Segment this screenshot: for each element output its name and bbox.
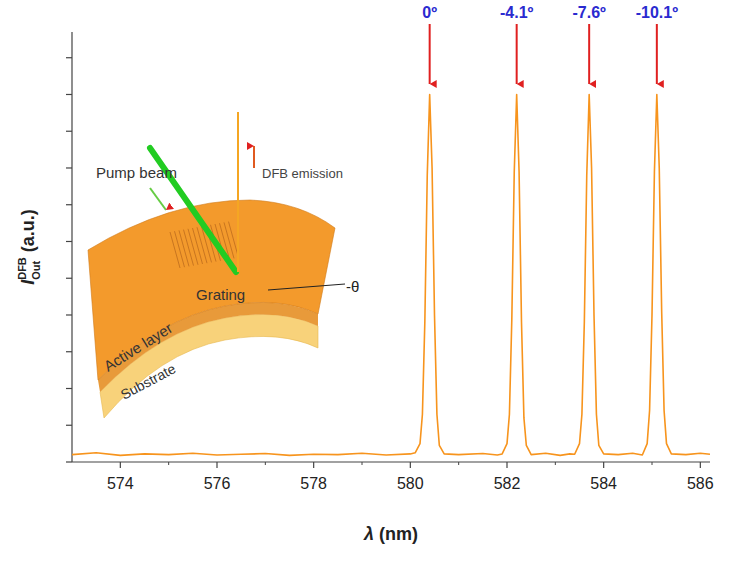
y-tick	[66, 57, 72, 58]
y-axis	[71, 32, 72, 462]
x-tick	[216, 462, 217, 468]
grating-line	[170, 232, 180, 268]
y-tick	[66, 388, 72, 389]
emission-arrow	[253, 146, 255, 168]
angle-label: -4.1º	[500, 4, 534, 21]
inset: Pump beamDFB emissionGratingActive layer…	[88, 112, 359, 418]
y-tick	[66, 278, 72, 279]
y-axis-title: IDFBOut (a.u.)	[16, 209, 42, 285]
y-tick	[66, 131, 72, 132]
grating-line	[179, 230, 189, 266]
y-tick	[66, 351, 72, 352]
y-tick	[66, 461, 72, 462]
grating-line	[175, 231, 185, 267]
x-axis-title: λ (nm)	[363, 524, 418, 544]
x-axis-title-symbol: λ	[363, 524, 374, 544]
angle-label: 0º	[422, 4, 437, 21]
y-tick	[66, 94, 72, 95]
pump-arrow	[150, 188, 166, 210]
x-tick-label: 574	[107, 475, 134, 492]
x-minor-tick	[652, 462, 653, 465]
x-tick	[313, 462, 314, 468]
chart: Pump beamDFB emissionGratingActive layer…	[0, 0, 732, 562]
x-tick-label: 576	[204, 475, 231, 492]
grating-line	[193, 228, 203, 264]
x-tick	[506, 462, 507, 468]
x-minor-tick	[265, 462, 266, 465]
y-tick	[66, 425, 72, 426]
angle-label: -7.6º	[572, 4, 606, 21]
angle-line	[268, 284, 345, 290]
x-tick	[700, 462, 701, 468]
inset-label: DFB emission	[262, 166, 343, 181]
axes: 574 576 578 580 582 584 586 λ (nm) IDFBOut (a.u.…	[16, 32, 714, 544]
x-axis	[72, 461, 710, 462]
x-tick	[410, 462, 411, 468]
x-tick	[120, 462, 121, 468]
y-tick	[66, 167, 72, 168]
y-tick	[66, 204, 72, 205]
film-surface	[88, 200, 335, 380]
x-tick-label: 578	[300, 475, 327, 492]
angle-label: -10.1º	[636, 4, 678, 21]
angle-arrow	[429, 24, 431, 84]
spectrum-line	[72, 94, 710, 455]
y-title-sub: Out	[30, 261, 42, 280]
annotations: 0º -4.1º -7.6º -10.1º	[422, 4, 678, 84]
x-minor-tick	[458, 462, 459, 465]
y-title-sup: DFB	[16, 257, 28, 280]
x-tick-label: 584	[590, 475, 617, 492]
angle-arrow	[516, 24, 518, 84]
grating-line	[188, 229, 198, 265]
x-minor-tick	[555, 462, 556, 465]
x-axis-title-rest: (nm)	[374, 524, 418, 544]
inset-label: Substrate	[118, 360, 179, 402]
x-minor-tick	[168, 462, 169, 465]
emission-beam	[237, 112, 239, 272]
y-tick	[66, 241, 72, 242]
y-tick	[66, 314, 72, 315]
x-minor-tick	[362, 462, 363, 465]
inset-label: Pump beam	[96, 164, 177, 181]
x-tick-label: 586	[687, 475, 714, 492]
inset-label: -θ	[346, 278, 359, 295]
x-tick-label: 580	[397, 475, 424, 492]
x-tick	[603, 462, 604, 468]
angle-arrow	[588, 24, 590, 84]
inset-label: Grating	[196, 286, 245, 303]
grating-line	[184, 230, 194, 266]
angle-arrow	[656, 24, 658, 84]
y-title-unit: (a.u.)	[18, 209, 38, 257]
plot-area	[72, 94, 710, 455]
x-tick-label: 582	[494, 475, 521, 492]
